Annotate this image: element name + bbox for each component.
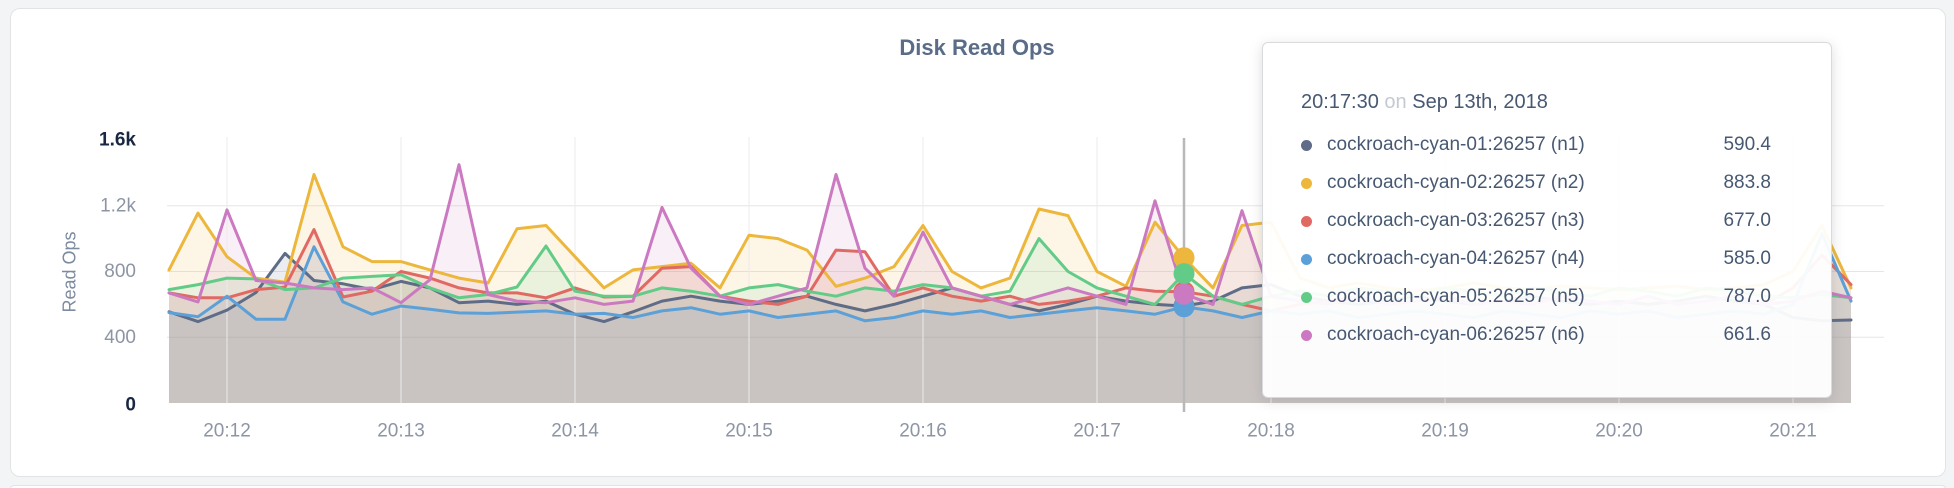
tooltip-row: cockroach-cyan-03:26257 (n3) 677.0 bbox=[1301, 202, 1771, 240]
x-axis-ticks: 20:12 20:13 20:14 20:15 20:16 20:17 20:18 20:19… bbox=[203, 421, 1817, 442]
x-tick-label: 20:19 bbox=[1421, 421, 1469, 442]
x-tick-label: 20:12 bbox=[203, 421, 251, 442]
tooltip-row: cockroach-cyan-05:26257 (n5) 787.0 bbox=[1301, 278, 1771, 316]
series-color-dot-icon bbox=[1301, 253, 1312, 265]
tooltip-row: cockroach-cyan-06:26257 (n6) 661.6 bbox=[1301, 316, 1771, 354]
x-tick-label: 20:21 bbox=[1769, 421, 1817, 442]
hover-dot bbox=[1173, 263, 1195, 285]
series-color-dot-icon bbox=[1301, 139, 1312, 151]
tooltip-row: cockroach-cyan-01:26257 (n1) 590.4 bbox=[1301, 126, 1771, 164]
tooltip-time: 20:17:30 bbox=[1301, 91, 1379, 113]
tooltip-series-label: cockroach-cyan-04:26257 (n4) bbox=[1327, 248, 1585, 269]
hover-dots bbox=[1173, 247, 1195, 318]
tooltip-date: Sep 13th, 2018 bbox=[1412, 91, 1548, 113]
tooltip-series-value: 677.0 bbox=[1723, 210, 1771, 231]
tooltip-series-value: 661.6 bbox=[1723, 324, 1771, 345]
tooltip-series-value: 787.0 bbox=[1723, 286, 1771, 307]
x-tick-label: 20:16 bbox=[899, 421, 947, 442]
series-color-dot-icon bbox=[1301, 291, 1312, 303]
tooltip-series-label: cockroach-cyan-05:26257 (n5) bbox=[1327, 286, 1585, 307]
y-axis-ticks: 0 400 800 1.2k 1.6k bbox=[99, 130, 136, 416]
x-tick-label: 20:18 bbox=[1247, 421, 1295, 442]
tooltip-series-label: cockroach-cyan-02:26257 (n2) bbox=[1327, 172, 1585, 193]
x-tick-label: 20:20 bbox=[1595, 421, 1643, 442]
series-color-dot-icon bbox=[1301, 215, 1312, 227]
y-tick-label: 1.2k bbox=[100, 195, 136, 216]
x-tick-label: 20:13 bbox=[377, 421, 425, 442]
next-card-edge bbox=[10, 485, 1946, 488]
y-tick-label: 1.6k bbox=[99, 130, 136, 151]
series-color-dot-icon bbox=[1301, 329, 1312, 341]
tooltip-rows: cockroach-cyan-01:26257 (n1) 590.4 cockroa… bbox=[1301, 126, 1771, 354]
series-color-dot-icon bbox=[1301, 177, 1312, 189]
tooltip-series-value: 585.0 bbox=[1723, 248, 1771, 269]
tooltip-series-label: cockroach-cyan-06:26257 (n6) bbox=[1327, 324, 1585, 345]
tooltip-series-label: cockroach-cyan-01:26257 (n1) bbox=[1327, 134, 1585, 155]
y-tick-label: 400 bbox=[104, 327, 136, 348]
y-tick-label: 800 bbox=[104, 261, 136, 282]
hover-dot bbox=[1173, 247, 1195, 269]
x-tick-label: 20:14 bbox=[551, 421, 599, 442]
x-tick-label: 20:17 bbox=[1073, 421, 1121, 442]
tooltip-row: cockroach-cyan-02:26257 (n2) 883.8 bbox=[1301, 164, 1771, 202]
hover-dot bbox=[1173, 283, 1195, 305]
tooltip-row: cockroach-cyan-04:26257 (n4) 585.0 bbox=[1301, 240, 1771, 278]
tooltip-connector: on bbox=[1384, 91, 1407, 113]
tooltip-series-value: 590.4 bbox=[1723, 134, 1771, 155]
tooltip-series-label: cockroach-cyan-03:26257 (n3) bbox=[1327, 210, 1585, 231]
tooltip-series-value: 883.8 bbox=[1723, 172, 1771, 193]
y-tick-label: 0 bbox=[125, 395, 136, 416]
x-tick-label: 20:15 bbox=[725, 421, 773, 442]
chart-title: Disk Read Ops bbox=[899, 35, 1055, 60]
chart-tooltip: 20:17:30 on Sep 13th, 2018 cockroach-cya… bbox=[1262, 42, 1832, 398]
tooltip-header: 20:17:30 on Sep 13th, 2018 bbox=[1301, 91, 1771, 114]
